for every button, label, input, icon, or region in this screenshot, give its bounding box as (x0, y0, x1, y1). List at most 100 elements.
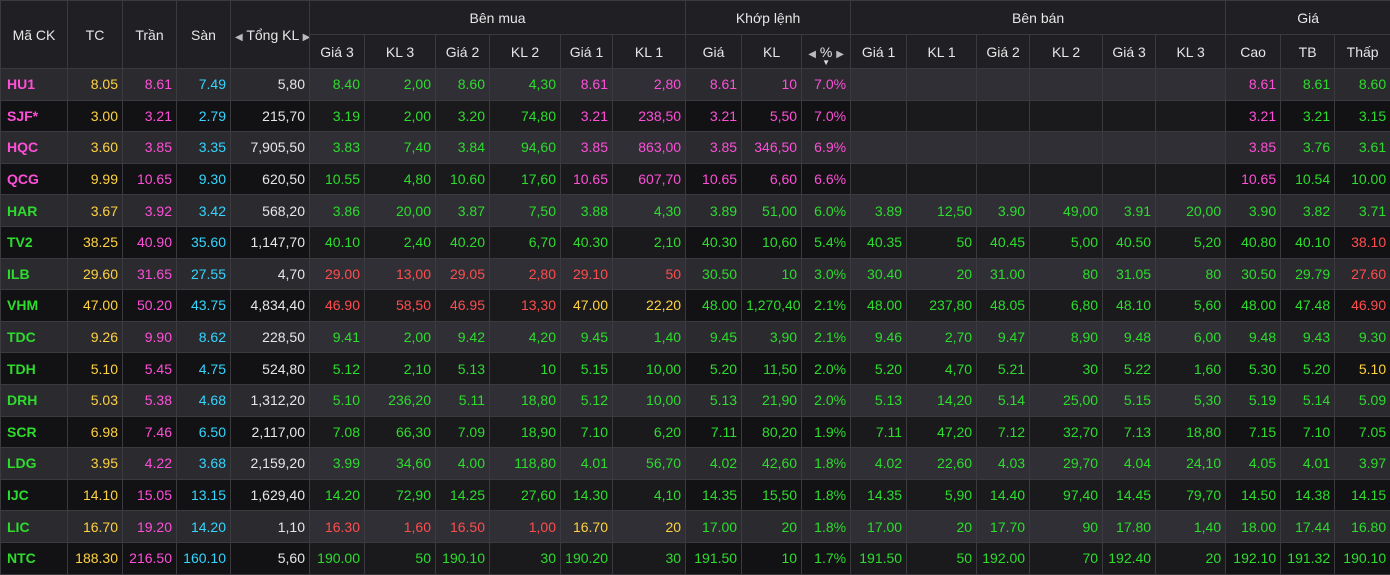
stock-symbol[interactable]: SCR (1, 416, 68, 448)
match-percent: 6.9% (802, 132, 851, 164)
stock-symbol[interactable]: TDC (1, 321, 68, 353)
col-ceiling[interactable]: Trần (123, 1, 177, 69)
sell-vol-3: 20 (1156, 542, 1226, 574)
col-buy-price-1[interactable]: Giá 1 (561, 35, 613, 69)
col-buy-vol-1[interactable]: KL 1 (613, 35, 686, 69)
buy-price-1: 3.88 (561, 195, 613, 227)
sell-price-2: 31.00 (977, 258, 1030, 290)
stock-symbol[interactable]: HAR (1, 195, 68, 227)
match-vol: 10 (742, 258, 802, 290)
stock-symbol[interactable]: QCG (1, 163, 68, 195)
board-header: Mã CK TC Trần Sàn ◀ Tổng KL ▶ Bên mua Kh… (1, 1, 1390, 69)
stock-symbol[interactable]: SJF* (1, 100, 68, 132)
total-volume: 2,117,00 (231, 416, 310, 448)
col-match-percent[interactable]: ◀ % ▶ ▼ (802, 35, 851, 69)
high-price: 3.21 (1226, 100, 1281, 132)
col-buy-vol-3[interactable]: KL 3 (365, 35, 436, 69)
match-percent: 5.4% (802, 226, 851, 258)
col-buy-vol-2[interactable]: KL 2 (490, 35, 561, 69)
stock-symbol[interactable]: ILB (1, 258, 68, 290)
stock-symbol[interactable]: DRH (1, 384, 68, 416)
buy-vol-1: 50 (613, 258, 686, 290)
col-average[interactable]: TB (1281, 35, 1335, 69)
stock-symbol[interactable]: HU1 (1, 69, 68, 101)
stock-symbol[interactable]: HQC (1, 132, 68, 164)
col-match-price[interactable]: Giá (686, 35, 742, 69)
arrow-right-icon[interactable]: ▶ (836, 49, 844, 60)
col-ref[interactable]: TC (68, 1, 123, 69)
sell-vol-2: 97,40 (1030, 479, 1103, 511)
sell-price-3: 3.91 (1103, 195, 1156, 227)
floor-price: 8.62 (177, 321, 231, 353)
total-volume: 568,20 (231, 195, 310, 227)
col-match-vol[interactable]: KL (742, 35, 802, 69)
sell-vol-2 (1030, 69, 1103, 101)
high-price: 18.00 (1226, 511, 1281, 543)
buy-vol-2: 13,30 (490, 290, 561, 322)
buy-vol-3: 2,10 (365, 353, 436, 385)
buy-vol-3: 20,00 (365, 195, 436, 227)
arrow-right-icon[interactable]: ▶ (303, 32, 310, 43)
ceiling-price: 4.22 (123, 448, 177, 480)
stock-symbol[interactable]: LIC (1, 511, 68, 543)
col-sell-vol-1[interactable]: KL 1 (907, 35, 977, 69)
stock-symbol[interactable]: LDG (1, 448, 68, 480)
stock-symbol[interactable]: TDH (1, 353, 68, 385)
col-sell-price-2[interactable]: Giá 2 (977, 35, 1030, 69)
low-price: 3.97 (1335, 448, 1390, 480)
col-sell-price-3[interactable]: Giá 3 (1103, 35, 1156, 69)
col-buy-price-2[interactable]: Giá 2 (436, 35, 490, 69)
col-high[interactable]: Cao (1226, 35, 1281, 69)
average-price: 3.76 (1281, 132, 1335, 164)
total-volume: 228,50 (231, 321, 310, 353)
buy-vol-3: 2,00 (365, 69, 436, 101)
high-price: 48.00 (1226, 290, 1281, 322)
high-price: 14.50 (1226, 479, 1281, 511)
col-floor[interactable]: Sàn (177, 1, 231, 69)
col-buy-price-3[interactable]: Giá 3 (310, 35, 365, 69)
buy-vol-3: 2,00 (365, 100, 436, 132)
match-percent: 2.1% (802, 321, 851, 353)
average-price: 5.20 (1281, 353, 1335, 385)
col-sell-vol-3[interactable]: KL 3 (1156, 35, 1226, 69)
sell-vol-3: 79,70 (1156, 479, 1226, 511)
stock-symbol[interactable]: IJC (1, 479, 68, 511)
sell-vol-2 (1030, 132, 1103, 164)
stock-symbol[interactable]: TV2 (1, 226, 68, 258)
arrow-left-icon[interactable]: ◀ (235, 32, 243, 43)
col-sell-price-1[interactable]: Giá 1 (851, 35, 907, 69)
sell-vol-2: 70 (1030, 542, 1103, 574)
stock-symbol[interactable]: VHM (1, 290, 68, 322)
stock-symbol[interactable]: NTC (1, 542, 68, 574)
sort-desc-icon[interactable]: ▼ (822, 58, 830, 67)
sell-vol-1: 47,20 (907, 416, 977, 448)
match-vol: 42,60 (742, 448, 802, 480)
col-low[interactable]: Thấp (1335, 35, 1390, 69)
sell-price-1: 17.00 (851, 511, 907, 543)
sell-vol-2 (1030, 100, 1103, 132)
arrow-left-icon[interactable]: ◀ (808, 49, 816, 60)
buy-price-3: 10.55 (310, 163, 365, 195)
col-total-volume[interactable]: ◀ Tổng KL ▶ (231, 1, 310, 69)
buy-price-1: 16.70 (561, 511, 613, 543)
col-sell-vol-2[interactable]: KL 2 (1030, 35, 1103, 69)
sell-price-1: 5.20 (851, 353, 907, 385)
col-symbol[interactable]: Mã CK (1, 1, 68, 69)
match-percent: 1.7% (802, 542, 851, 574)
